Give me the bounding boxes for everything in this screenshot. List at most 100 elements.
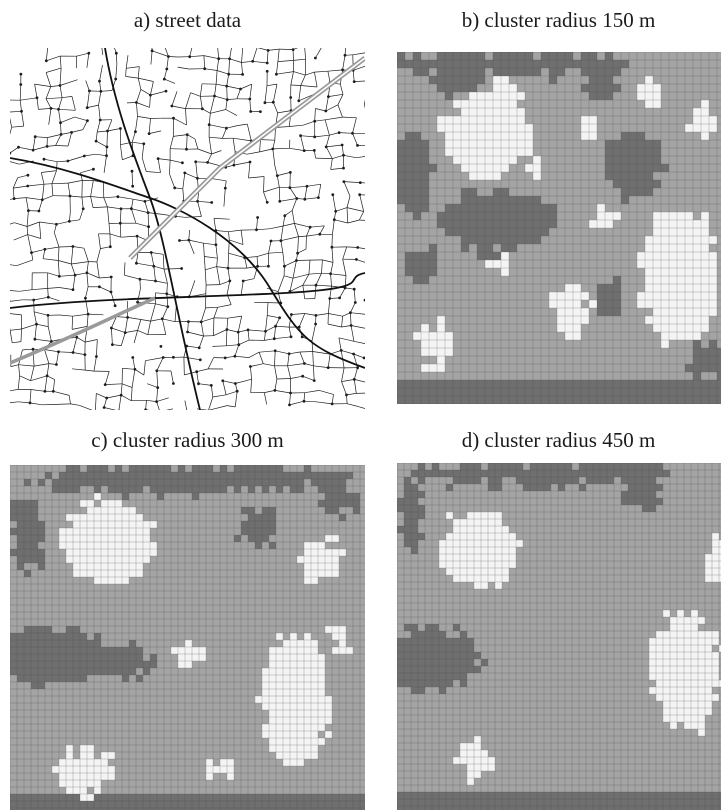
sparse-cell	[477, 228, 485, 236]
dense-cell	[605, 220, 613, 228]
street-segment	[226, 344, 239, 347]
sparse-cell	[405, 172, 413, 180]
street-segment	[53, 390, 70, 396]
sparse-cell	[437, 76, 445, 84]
sparse-cell	[17, 801, 24, 808]
sparse-cell	[227, 794, 234, 801]
dense-cell	[670, 624, 677, 631]
sparse-cell	[517, 388, 525, 396]
sparse-cell	[501, 196, 509, 204]
street-segment	[116, 316, 128, 318]
sparse-cell	[509, 220, 517, 228]
street-segment	[169, 160, 171, 175]
dense-cell	[467, 526, 474, 533]
street-segment	[51, 182, 69, 185]
sparse-cell	[432, 652, 439, 659]
street-segment	[45, 98, 52, 109]
dense-cell	[677, 680, 684, 687]
sparse-cell	[635, 799, 642, 806]
street-segment	[186, 134, 188, 150]
dense-cell	[605, 212, 613, 220]
dense-cell	[73, 570, 80, 577]
dense-cell	[474, 554, 481, 561]
sparse-cell	[533, 396, 541, 404]
street-segment	[166, 293, 178, 298]
street-segment	[208, 113, 211, 125]
street-segment	[136, 262, 154, 267]
sparse-cell	[101, 668, 108, 675]
dense-cell	[325, 696, 332, 703]
dense-cell	[108, 507, 115, 514]
sparse-cell	[31, 675, 38, 682]
street-segment	[14, 197, 27, 199]
sparse-cell	[101, 808, 108, 810]
street-segment	[39, 221, 57, 225]
street-segment	[216, 58, 220, 71]
sparse-cell	[485, 196, 493, 204]
street-segment	[10, 290, 20, 292]
dense-cell	[661, 316, 669, 324]
street-segment	[135, 222, 149, 228]
sparse-cell	[17, 661, 24, 668]
street-segment	[11, 125, 24, 128]
street-segment	[134, 369, 145, 376]
street-node	[172, 116, 175, 120]
sparse-cell	[432, 470, 439, 477]
dense-cell	[693, 260, 701, 268]
dense-cell	[290, 710, 297, 717]
sparse-cell	[425, 624, 432, 631]
street-node	[295, 259, 298, 262]
sparse-cell	[469, 60, 477, 68]
sparse-cell	[453, 652, 460, 659]
sparse-cell	[445, 92, 453, 100]
sparse-cell	[108, 472, 115, 479]
sparse-cell	[269, 542, 276, 549]
sparse-cell	[517, 68, 525, 76]
dense-cell	[501, 140, 509, 148]
sparse-cell	[24, 801, 31, 808]
dense-cell	[685, 220, 693, 228]
street-segment	[126, 66, 140, 69]
dense-cell	[297, 640, 304, 647]
street-segment	[213, 218, 217, 231]
sparse-cell	[87, 661, 94, 668]
dense-cell	[573, 332, 581, 340]
street-node	[71, 245, 75, 248]
dense-cell	[474, 582, 481, 589]
sparse-cell	[537, 799, 544, 806]
dense-cell	[469, 116, 477, 124]
dense-cell	[565, 284, 573, 292]
sparse-cell	[404, 477, 411, 484]
sparse-cell	[213, 801, 220, 808]
dense-cell	[565, 316, 573, 324]
sparse-cell	[565, 470, 572, 477]
sparse-cell	[421, 156, 429, 164]
sparse-cell	[549, 212, 557, 220]
sparse-cell	[572, 799, 579, 806]
dense-cell	[66, 535, 73, 542]
street-segment	[67, 155, 85, 162]
sparse-cell	[701, 356, 709, 364]
sparse-cell	[411, 806, 418, 810]
dense-cell	[670, 687, 677, 694]
sparse-cell	[227, 479, 234, 486]
dense-cell	[115, 542, 122, 549]
street-segment	[292, 260, 297, 279]
dense-cell	[290, 661, 297, 668]
street-node	[135, 261, 138, 265]
sparse-cell	[45, 675, 52, 682]
dense-cell	[318, 542, 325, 549]
sparse-cell	[413, 172, 421, 180]
dense-cell	[677, 645, 684, 652]
sparse-cell	[73, 626, 80, 633]
sparse-cell	[461, 60, 469, 68]
sparse-cell	[192, 479, 199, 486]
sparse-cell	[17, 507, 24, 514]
dense-cell	[653, 284, 661, 292]
street-segment	[256, 256, 258, 267]
sparse-cell	[493, 252, 501, 260]
dense-cell	[467, 568, 474, 575]
sparse-cell	[645, 164, 653, 172]
sparse-cell	[38, 479, 45, 486]
sparse-cell	[460, 470, 467, 477]
